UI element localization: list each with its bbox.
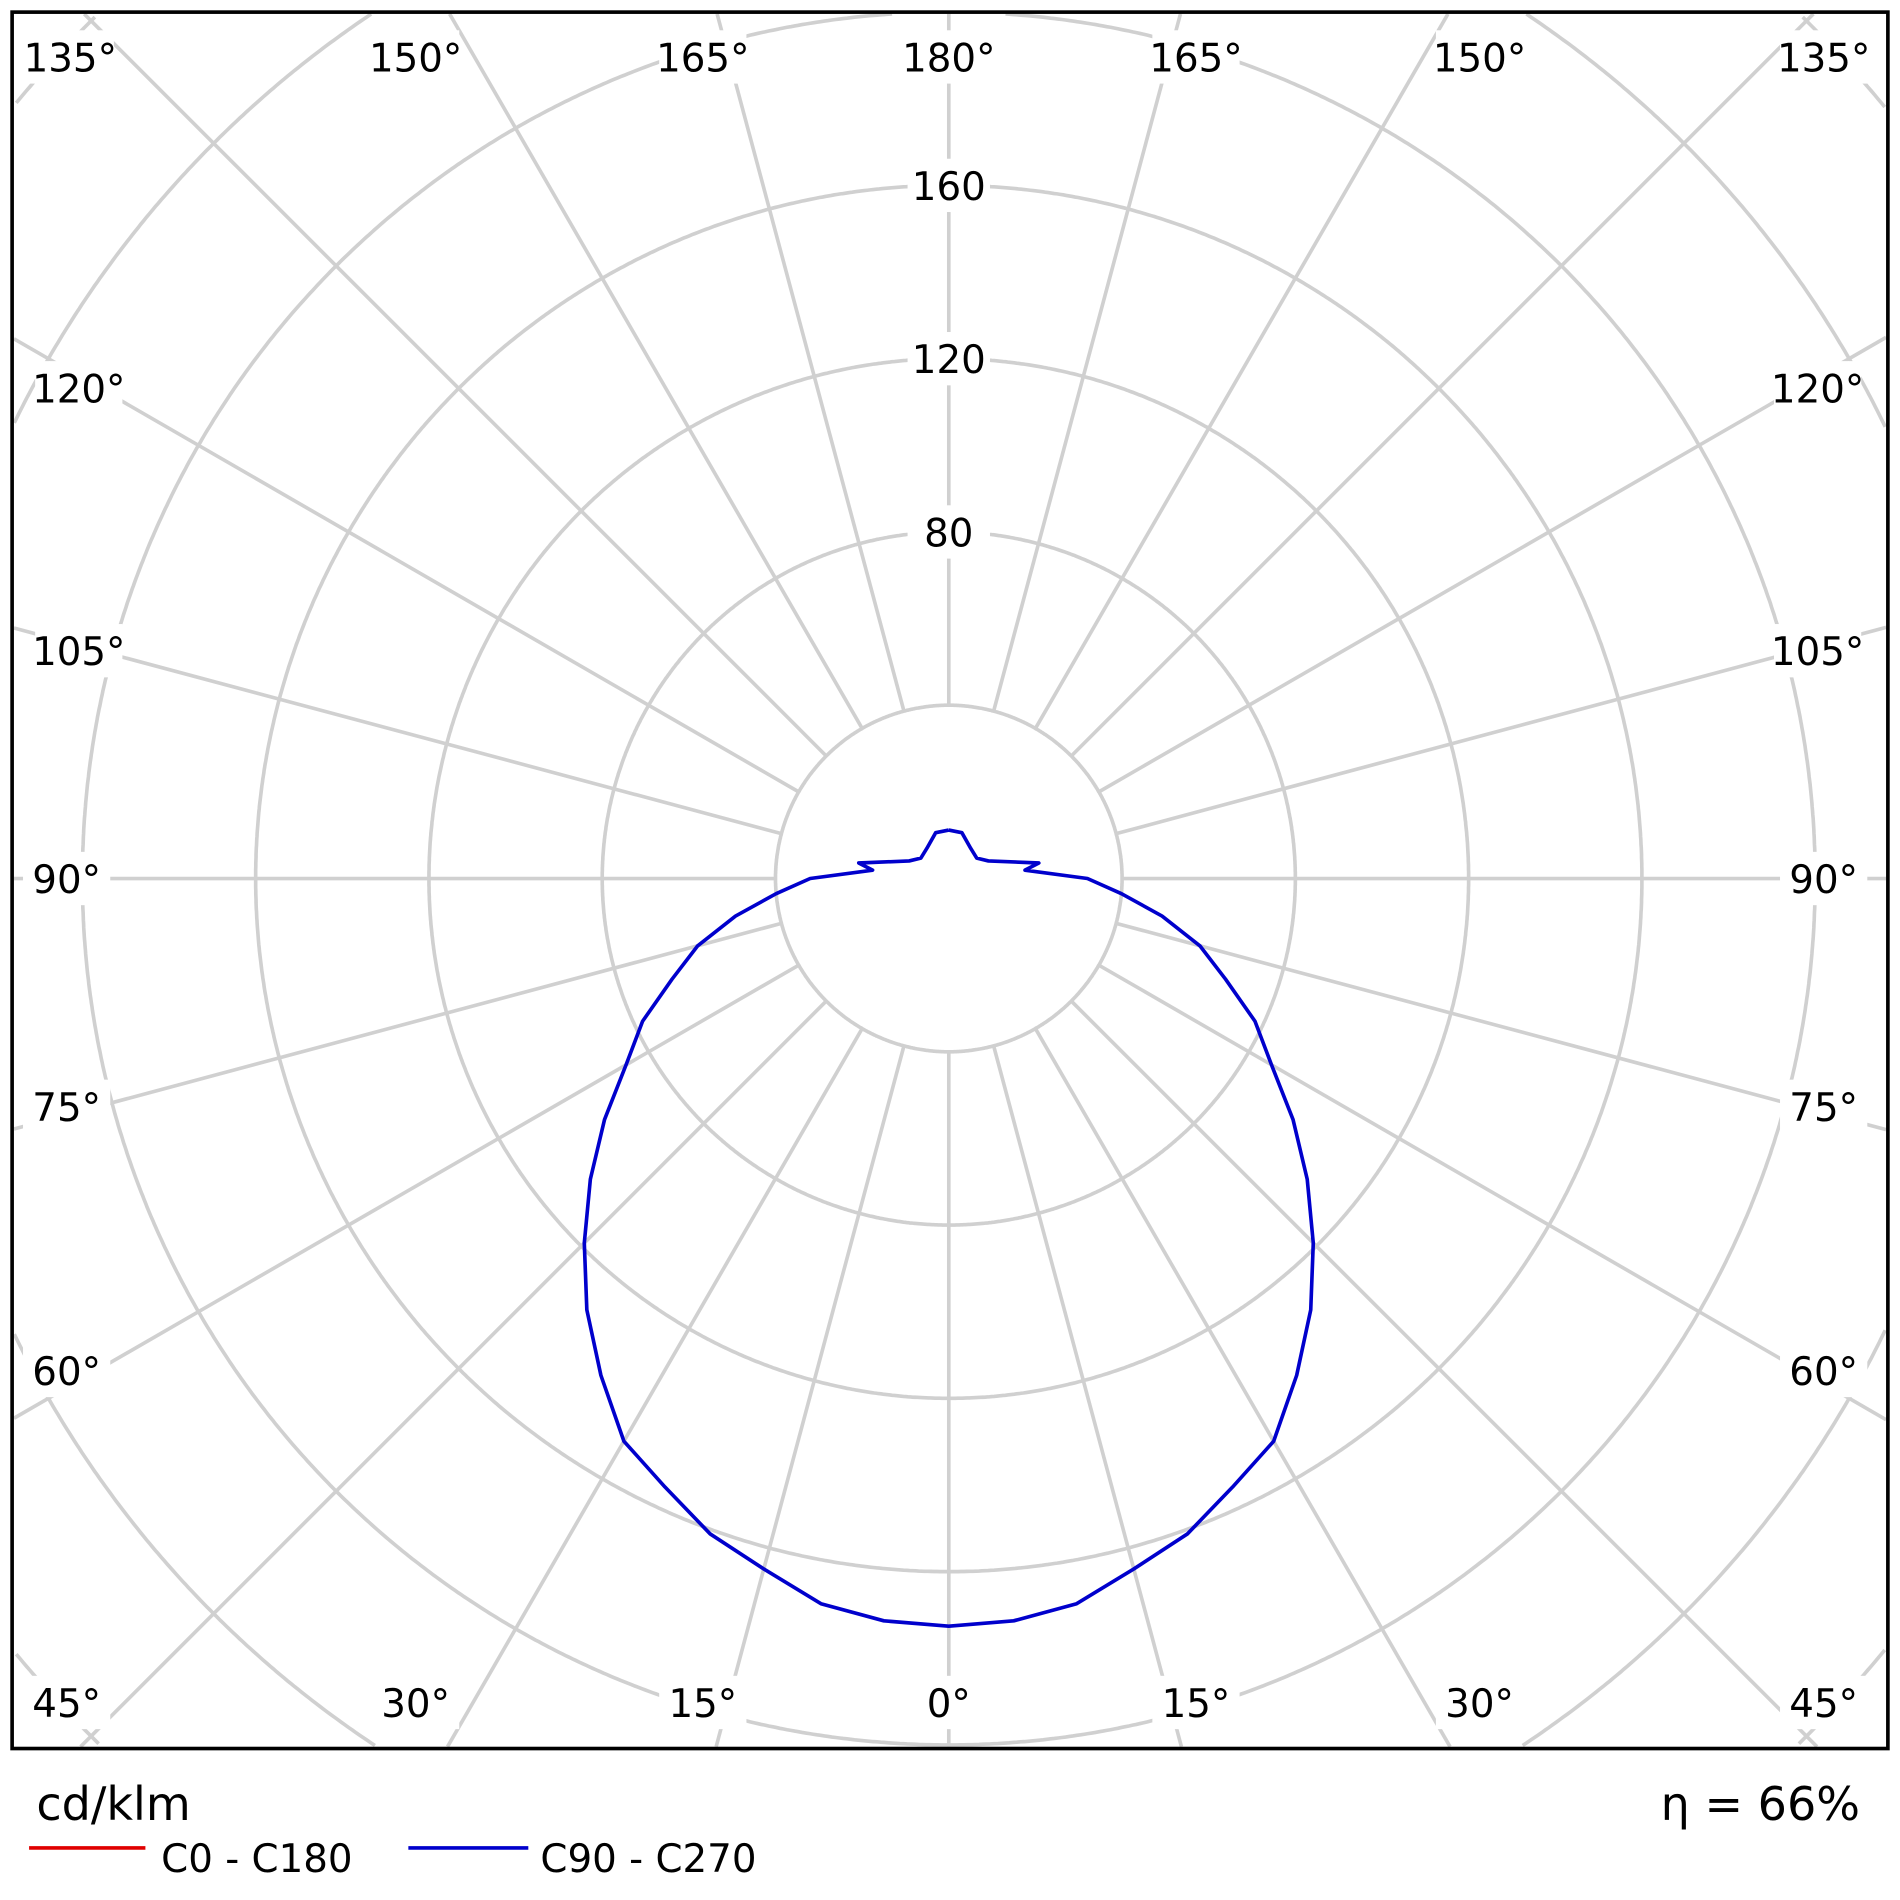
grid-spoke-225 — [82, 12, 828, 758]
angle-label-bottom: 45° — [1789, 1682, 1858, 1727]
angle-label-bg — [23, 1343, 111, 1398]
angle-label-bg — [1780, 1079, 1868, 1133]
grid-spoke-300 — [13, 963, 800, 1420]
legend-label-c0-c180: C0 - C180 — [161, 1837, 352, 1882]
radial-label-bg — [907, 332, 990, 386]
grid-spoke-195 — [715, 13, 906, 712]
grid-spoke-15 — [991, 1045, 1184, 1748]
angle-label-bg — [1773, 361, 1862, 415]
angle-label-bottom: 30° — [381, 1682, 450, 1727]
angle-label-bg — [23, 851, 111, 906]
angle-label-bg — [1780, 851, 1868, 906]
angle-label-bg — [23, 1675, 111, 1730]
grid-spoke-345 — [714, 1045, 906, 1748]
radial-tick-label: 120 — [912, 338, 986, 383]
angle-label-bottom: 45° — [32, 1682, 101, 1727]
angle-label-bg — [35, 624, 123, 678]
grid-ring-240 — [12, 1333, 376, 1748]
grid-spoke-330 — [445, 1027, 864, 1748]
angle-label-bottom: 30° — [1445, 1682, 1514, 1727]
grid-spoke-210 — [448, 13, 864, 730]
angle-label-bg — [1780, 30, 1868, 84]
angle-label-bottom: 15° — [668, 1682, 737, 1727]
angle-label-bg — [23, 1079, 111, 1133]
angle-label-top: 150° — [1433, 36, 1526, 81]
angle-label-right: 60° — [1789, 1350, 1858, 1395]
angle-label-bottom: 15° — [1162, 1682, 1231, 1727]
legend-label-c90-c270: C90 - C270 — [540, 1837, 756, 1882]
angle-label-bg — [26, 30, 114, 84]
angle-label-right: 90° — [1789, 858, 1858, 903]
unit-label: cd/klm — [36, 1777, 190, 1831]
angle-label-bottom: 0° — [927, 1682, 971, 1727]
grid-spoke-75 — [1115, 921, 1887, 1132]
angle-label-bg — [659, 30, 747, 84]
angle-label-bg — [1773, 624, 1862, 678]
series-curve-c90-c270 — [582, 828, 1316, 1628]
radial-label-bg — [907, 158, 990, 213]
radial-label-bg — [907, 505, 990, 559]
angle-label-top: 180° — [902, 36, 995, 81]
angle-label-left: 120° — [32, 367, 125, 412]
angle-label-right: 105° — [1771, 630, 1864, 675]
angle-label-left: 75° — [32, 1086, 101, 1131]
angle-label-bg — [372, 30, 460, 84]
angle-label-top: 165° — [656, 36, 749, 81]
angle-label-left: 105° — [32, 630, 125, 675]
angle-label-bg — [1780, 1343, 1868, 1398]
angle-label-bg — [659, 1675, 747, 1730]
grid-spoke-285 — [13, 921, 782, 1131]
grid-spoke-105 — [1115, 625, 1887, 836]
angle-label-bg — [905, 1675, 993, 1730]
angle-label-bg — [372, 1675, 460, 1730]
plot-frame — [10, 10, 1890, 1751]
grid-spoke-240 — [13, 337, 800, 794]
grid-spoke-60 — [1097, 963, 1887, 1422]
angle-labels: 135° 150° 165° 180° 165° 150° 135° 120° 105° 90° 7… — [23, 30, 1870, 1730]
grid-spoke-255 — [13, 626, 782, 836]
radial-tick-label: 160 — [912, 165, 986, 210]
angle-label-top: 165° — [1149, 36, 1242, 81]
grid-spoke-120 — [1097, 335, 1887, 794]
angle-label-top: 135° — [24, 36, 117, 81]
grid-ring-40 — [773, 703, 1124, 1054]
grid-spoke-135 — [1070, 12, 1815, 758]
angle-label-right: 120° — [1771, 367, 1864, 412]
grid-spoke-45 — [1070, 999, 1819, 1749]
angle-label-top: 150° — [369, 36, 462, 81]
curves — [582, 828, 1316, 1628]
angle-label-bg — [1152, 30, 1240, 84]
grid-ring-240 — [1521, 1329, 1887, 1748]
grid-spoke-165 — [991, 13, 1183, 712]
angle-label-bg — [1152, 1675, 1240, 1730]
efficiency-label: η = 66% — [1661, 1777, 1860, 1831]
angle-label-bg — [905, 30, 993, 84]
angle-label-bg — [1780, 1675, 1868, 1730]
angle-label-bg — [1435, 30, 1524, 84]
grid-ring-240 — [12, 12, 373, 424]
radial-tick-labels: 80 120 160 — [907, 158, 990, 559]
grid-ring-240 — [1525, 12, 1887, 428]
grid-spoke-150 — [1033, 13, 1450, 730]
radial-tick-label: 80 — [924, 511, 973, 556]
angle-label-left: 60° — [32, 1350, 101, 1395]
grid-spoke-315 — [79, 999, 828, 1749]
polar-grid — [12, 12, 1887, 1749]
grid-spoke-30 — [1033, 1027, 1452, 1748]
angle-label-right: 75° — [1789, 1086, 1858, 1131]
angle-label-left: 90° — [32, 858, 101, 903]
angle-label-top: 135° — [1777, 36, 1870, 81]
angle-label-bg — [35, 361, 123, 415]
angle-label-bg — [1435, 1675, 1524, 1730]
